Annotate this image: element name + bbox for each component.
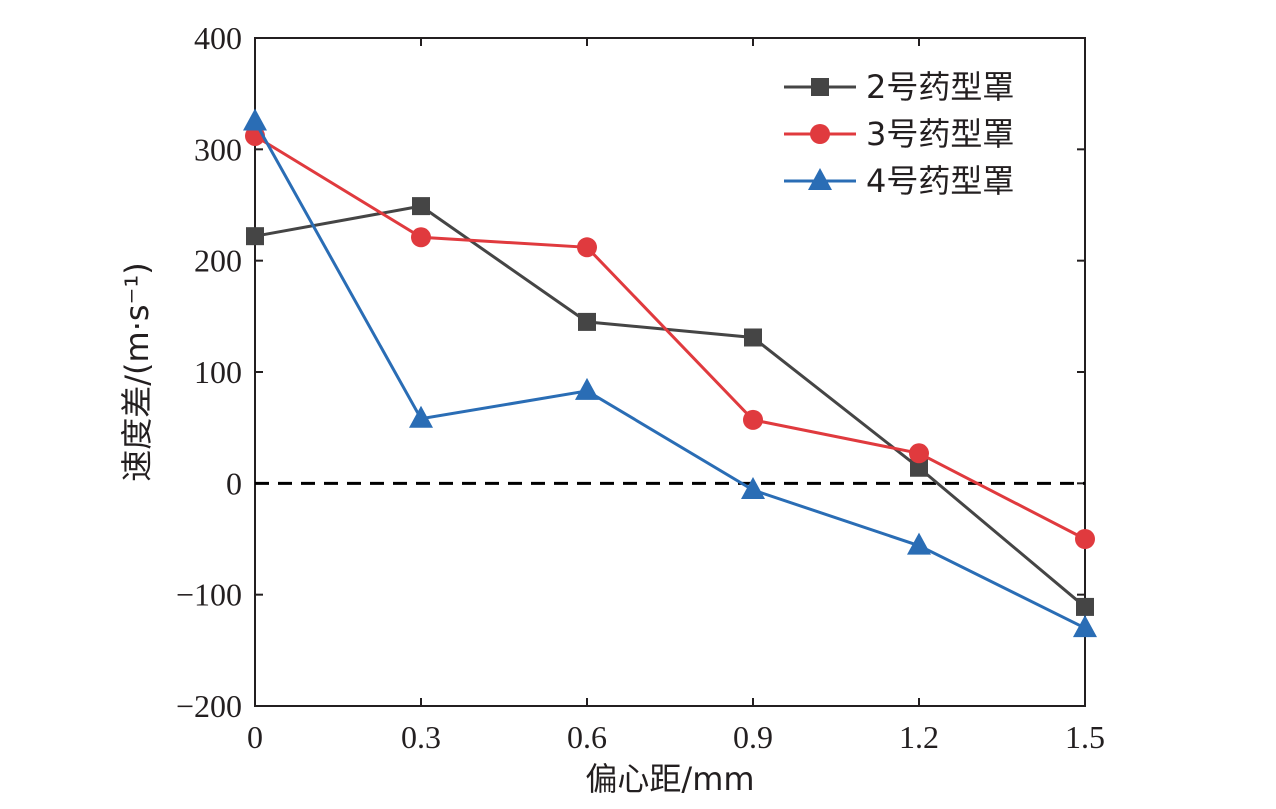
data-point [575,377,599,400]
series-2 [246,197,1094,616]
data-point [1076,597,1094,616]
legend-marker [811,78,829,96]
x-tick-label: 0.3 [401,719,441,755]
data-point [741,477,765,500]
x-tick-label: 0.9 [733,719,773,755]
x-tick-label: 0.6 [567,719,607,755]
series-4 [243,108,1097,638]
series-group [243,108,1097,638]
series-line [254,204,1086,609]
legend-label: 3号药型罩 [866,115,1014,153]
x-tick-label: 1.5 [1065,719,1105,755]
y-tick-label: 300 [194,131,242,167]
legend-marker [808,168,832,190]
data-point [907,532,931,555]
y-tick-label: −100 [176,577,242,613]
series-line [254,134,1086,541]
x-tick-label: 1.2 [899,719,939,755]
x-tick-label: 0 [247,719,263,755]
data-point [246,227,264,246]
data-point [1073,615,1097,638]
data-point [412,197,430,216]
y-tick-label: −200 [176,688,242,724]
data-point [909,443,929,464]
data-point [409,405,433,428]
legend-label: 4号药型罩 [866,162,1014,200]
data-point [743,409,763,430]
legend: 2号药型罩 3号药型罩 4号药型罩 [784,68,1014,200]
data-point [578,312,596,331]
y-tick-label: 100 [194,354,242,390]
data-point [243,108,267,131]
y-tick-label: 0 [226,465,242,501]
legend-item: 3号药型罩 [784,115,1014,153]
data-point [910,458,928,477]
legend-label: 2号药型罩 [866,68,1014,106]
legend-marker [810,124,830,144]
y-tick-label: 400 [194,20,242,56]
data-point [411,227,431,248]
data-point [744,328,762,347]
legend-item: 2号药型罩 [784,68,1014,106]
y-tick-label: 200 [194,243,242,279]
x-axis-title: 偏心距/mm [585,760,754,798]
series-line [253,120,1086,630]
x-tick-labels: 0 0.3 0.6 0.9 1.2 1.5 [247,719,1105,755]
legend-item: 4号药型罩 [784,162,1014,200]
data-point [1075,529,1095,549]
data-point [577,237,597,258]
y-tick-labels: 400 300 200 100 0 −100 −200 [176,20,242,724]
y-axis-title: 速度差/(m·s⁻¹) [118,262,156,482]
